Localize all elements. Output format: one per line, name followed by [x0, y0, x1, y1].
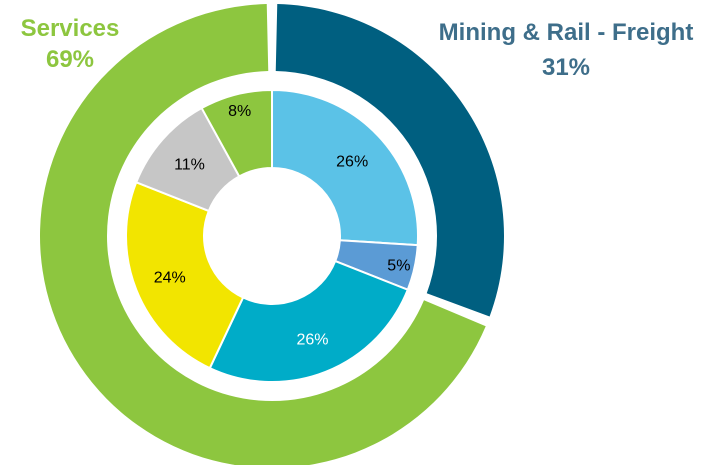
inner-ring-label-4: 11% — [174, 156, 205, 173]
inner-ring — [125, 88, 419, 383]
inner-ring-label-3: 24% — [154, 269, 186, 286]
inner-ring-slice-5 — [200, 88, 273, 178]
inner-ring-slice-3 — [125, 180, 245, 370]
services-legend-value: 69% — [46, 46, 94, 73]
outer-ring-slice-1 — [40, 4, 486, 465]
mining-legend-name: Mining & Rail - Freight — [439, 19, 694, 46]
mining-legend-value: 31% — [542, 54, 590, 81]
inner-ring-label-5: 8% — [228, 103, 251, 120]
inner-ring-slice-2 — [208, 259, 410, 383]
inner-ring-label-2: 26% — [296, 331, 328, 348]
inner-ring-labels: 26% 5% 26% 24% 11% 8% — [154, 103, 411, 348]
outer-ring — [40, 4, 505, 465]
inner-ring-label-1: 5% — [387, 257, 410, 274]
services-legend-name: Services — [21, 15, 120, 42]
inner-ring-label-0: 26% — [336, 154, 368, 171]
outer-ring-slice-0 — [275, 4, 505, 317]
inner-ring-slice-0 — [271, 88, 419, 247]
